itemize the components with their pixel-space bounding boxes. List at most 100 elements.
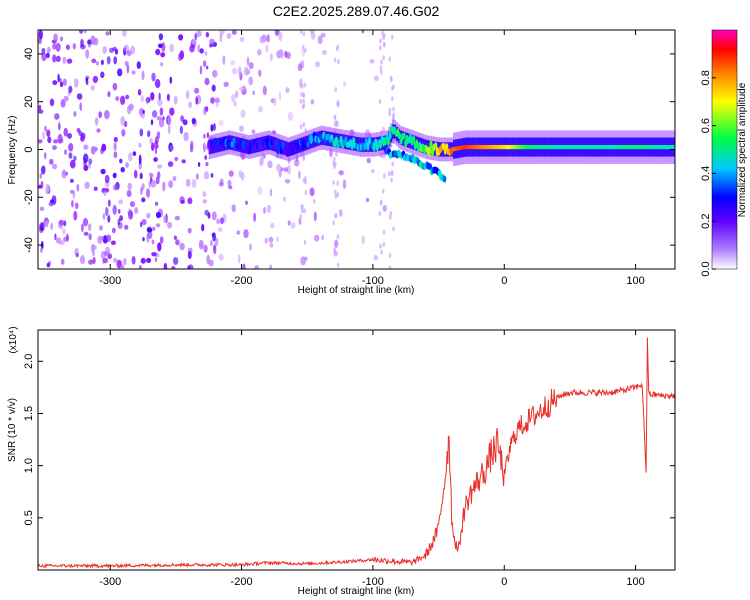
- heatmap-noise-cell: [336, 100, 340, 108]
- heatmap-noise-cell: [257, 186, 263, 195]
- heatmap-noise-cell: [243, 66, 249, 76]
- heatmap-noise-cell: [252, 90, 256, 96]
- heatmap-noise-cell: [79, 30, 84, 34]
- x-tick-label: -200: [231, 576, 253, 588]
- heatmap-noise-cell: [270, 53, 273, 62]
- heatmap-noise-cell: [336, 180, 340, 186]
- heatmap-noise-cell: [70, 178, 74, 183]
- heatmap-noise-cell: [80, 255, 85, 265]
- heatmap-noise-cell: [104, 110, 110, 120]
- heatmap-noise-cell: [84, 30, 87, 34]
- heatmap-noise-cell: [383, 173, 386, 179]
- heatmap-noise-cell: [146, 96, 149, 105]
- heatmap-noise-cell: [314, 234, 320, 242]
- heatmap-noise-cell: [382, 55, 386, 61]
- heatmap-noise-cell: [387, 171, 391, 177]
- heatmap-noise-cell: [142, 237, 145, 242]
- heatmap-noise-cell: [373, 255, 378, 261]
- snr-line-layer: [38, 337, 675, 569]
- heatmap-noise-cell: [366, 197, 370, 203]
- heatmap-noise-cell: [378, 99, 382, 105]
- heatmap-noise-cell: [131, 255, 136, 265]
- heatmap-noise-cell: [209, 38, 215, 45]
- heatmap-noise-cell: [186, 90, 190, 100]
- heatmap-noise-cell: [249, 243, 252, 251]
- heatmap-noise-cell: [92, 245, 97, 250]
- heatmap-noise-cell: [227, 179, 232, 187]
- heatmap-noise-cell: [301, 83, 304, 89]
- spectrogram-heatmap: [38, 30, 675, 269]
- heatmap-noise-cell: [299, 98, 303, 104]
- heatmap-noise-cell: [212, 232, 217, 242]
- heatmap-noise-cell: [194, 87, 200, 94]
- heatmap-noise-cell: [151, 142, 155, 151]
- heatmap-noise-cell: [62, 78, 67, 87]
- ridge-cell: [289, 142, 293, 149]
- heatmap-noise-cell: [183, 131, 189, 142]
- colorbar-label: Normalized spectral amplitude: [737, 82, 748, 217]
- heatmap-noise-cell: [335, 151, 338, 157]
- heatmap-noise-cell: [49, 98, 55, 107]
- heatmap-noise-cell: [155, 211, 161, 219]
- heatmap-noise-cell: [58, 219, 65, 226]
- heatmap-noise-cell: [81, 223, 84, 233]
- heatmap-noise-cell: [391, 34, 394, 40]
- heatmap-noise-cell: [60, 99, 66, 108]
- heatmap-noise-cell: [80, 44, 86, 50]
- heatmap-noise-cell: [119, 158, 123, 164]
- colorbar-gradient: [712, 30, 737, 269]
- heatmap-noise-cell: [158, 43, 163, 49]
- heatmap-noise-cell: [381, 30, 384, 36]
- heatmap-noise-cell: [278, 91, 282, 101]
- heatmap-noise-cell: [173, 95, 178, 105]
- heatmap-noise-cell: [65, 44, 70, 50]
- heatmap-noise-cell: [38, 30, 43, 40]
- heatmap-noise-cell: [179, 125, 183, 135]
- heatmap-noise-cell: [388, 111, 392, 117]
- heatmap-noise-cell: [51, 163, 58, 170]
- heatmap-noise-cell: [388, 56, 392, 62]
- heatmap-noise-cell: [112, 82, 118, 91]
- heatmap-noise-cell: [117, 209, 121, 214]
- heatmap-noise-cell: [321, 234, 324, 241]
- heatmap-noise-cell: [169, 43, 174, 53]
- heatmap-noise-cell: [153, 157, 158, 162]
- heatmap-noise-cell: [191, 117, 196, 125]
- heatmap-noise-cell: [94, 117, 99, 126]
- heatmap-noise-cell: [199, 48, 204, 54]
- heatmap-noise-cell: [157, 171, 161, 179]
- heatmap-noise-cell: [57, 73, 60, 83]
- heatmap-noise-cell: [298, 217, 302, 225]
- heatmap-noise-cell: [113, 142, 117, 151]
- heatmap-noise-cell: [91, 58, 97, 64]
- heatmap-noise-cell: [122, 30, 127, 37]
- spectrogram-y-label: Frequency (Hz): [7, 116, 18, 185]
- heatmap-noise-cell: [59, 240, 65, 246]
- heatmap-noise-cell: [270, 98, 275, 104]
- heatmap-noise-cell: [269, 188, 273, 197]
- heatmap-noise-cell: [246, 56, 250, 66]
- heatmap-noise-cell: [157, 99, 163, 107]
- heatmap-noise-cell: [50, 222, 54, 230]
- heatmap-noise-cell: [146, 213, 151, 219]
- heatmap-noise-cell: [254, 265, 260, 269]
- heatmap-noise-cell: [46, 262, 51, 268]
- heatmap-noise-cell: [321, 50, 328, 55]
- heatmap-noise-cell: [263, 206, 266, 214]
- heatmap-noise-cell: [172, 175, 177, 182]
- heatmap-noise-cell: [248, 76, 254, 86]
- heatmap-noise-cell: [142, 109, 145, 114]
- heatmap-noise-cell: [63, 95, 69, 102]
- heatmap-noise-cell: [90, 35, 96, 46]
- ridge-band: [399, 130, 402, 145]
- heatmap-noise-cell: [60, 258, 65, 265]
- heatmap-noise-cell: [63, 127, 68, 137]
- heatmap-noise-cell: [83, 164, 89, 172]
- heatmap-noise-cell: [231, 30, 237, 35]
- heatmap-noise-cell: [278, 49, 284, 58]
- heatmap-noise-cell: [73, 210, 78, 221]
- heatmap-noise-cell: [303, 239, 307, 245]
- heatmap-noise-cell: [251, 129, 256, 134]
- heatmap-noise-cell: [95, 61, 99, 66]
- heatmap-noise-cell: [300, 92, 303, 97]
